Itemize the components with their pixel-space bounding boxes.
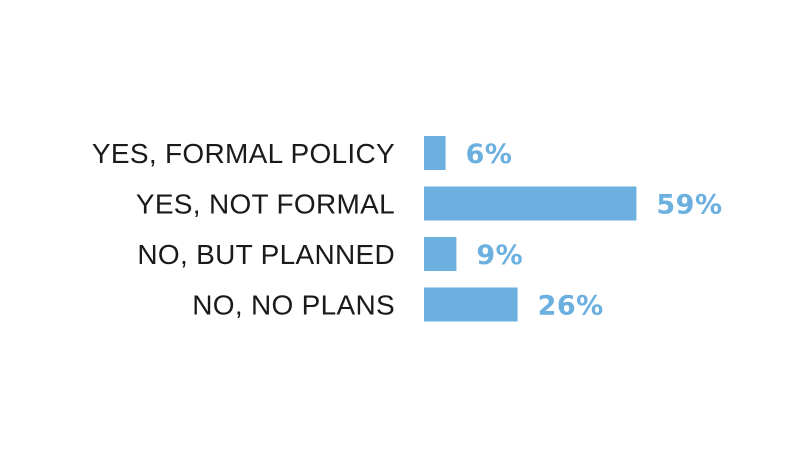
value-label: 6% — [466, 139, 513, 170]
category-label: NO, BUT PLANNED — [137, 239, 395, 270]
category-label: NO, NO PLANS — [192, 290, 395, 321]
category-label: YES, NOT FORMAL — [136, 189, 395, 220]
value-label: 9% — [476, 240, 523, 271]
bar — [424, 287, 518, 322]
value-label: 59% — [656, 190, 722, 221]
bar — [424, 136, 446, 170]
category-label: YES, FORMAL POLICY — [92, 138, 395, 169]
bar — [424, 237, 457, 271]
value-label: 26% — [538, 291, 604, 322]
bar — [424, 186, 637, 221]
bars-layer: YES, FORMAL POLICY 6% YES, NOT FORMAL 59% NO… — [92, 136, 722, 322]
